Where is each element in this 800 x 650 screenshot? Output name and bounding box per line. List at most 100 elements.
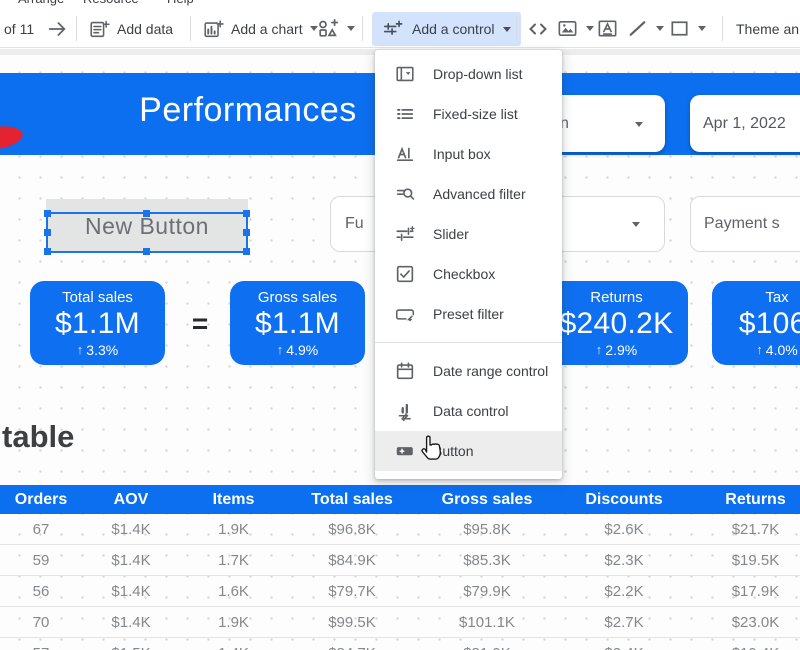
resize-handle[interactable] [143,210,150,217]
cell: $84.7K [287,645,417,650]
column-header: Gross sales [441,490,533,508]
menu-help[interactable]: Help [167,0,194,6]
menu-resource[interactable]: Resource [83,0,139,6]
cell: $21.7K [731,520,780,538]
page-indicator: of 11 [4,20,35,37]
menu-item-checkbox[interactable]: Checkbox [375,254,562,294]
scorecard-value: $1.1M [255,306,340,340]
menu-item-advanced-filter[interactable]: Advanced filter [375,174,562,214]
menu-divider [375,342,562,343]
chevron-down-icon [656,26,664,31]
scorecard-returns[interactable]: Returns $240.2K ↑ 2.9% [545,281,688,365]
menu-item-label: Drop-down list [433,66,523,82]
shape-tool-button[interactable] [668,10,706,47]
community-visualizations-button[interactable] [316,10,355,47]
up-arrow-icon: ↑ [595,342,603,357]
button-icon [394,440,416,462]
menu-item-input-box[interactable]: Input box [375,134,562,174]
text-box-button[interactable] [596,10,619,47]
scorecard-delta: 2.9% [605,341,638,358]
cell: $1.5K [82,645,180,650]
menu-arrange[interactable]: Arrange [18,0,64,6]
filter-dropdown-payment[interactable]: Payment s [690,196,800,252]
toolbar-divider [516,16,517,41]
section-title: table [2,419,75,454]
chevron-down-icon [635,121,643,127]
cell: $2.3K [604,551,644,569]
table-row: 70 $1.4K 1.9K $99.5K $101.1K $2.7K $23.0K [0,607,800,638]
menu-item-label: Checkbox [433,266,496,282]
cell: $79.7K [328,582,376,600]
menu-item-label: Date range control [433,363,549,379]
menu-item-fixed-size-list[interactable]: Fixed-size list [375,94,562,134]
date-range-control[interactable]: Apr 1, 2022 [690,95,800,152]
cell: $96.8K [328,520,376,538]
menu-item-slider[interactable]: Slider [375,214,562,254]
line-icon [626,17,649,40]
table-row: 57$1.5K1.4K$84.7K$81.9K$2.4K$19.4K [0,638,800,650]
cell: $1.4K [111,520,151,538]
resize-handle[interactable] [44,248,51,255]
next-page-button[interactable] [46,10,68,47]
cell: 1.4K [180,645,287,650]
cell: $1.4K [111,582,151,600]
chevron-down-icon [347,26,355,31]
menu-item-label: Button [433,443,474,459]
scorecard-delta: 4.9% [286,341,319,358]
cell: $2.6K [604,520,644,538]
cell: $79.9K [463,582,511,600]
detail-table[interactable]: Orders AOV Items Total sales Gross sales… [0,485,800,650]
filter-visible-text: Fu [345,215,364,232]
scorecard-title: Tax [765,288,789,306]
scorecard-title: Returns [590,288,643,306]
cell: 70 [32,613,50,631]
new-button-component[interactable]: New Button [46,199,248,253]
theme-layout-button[interactable]: Theme an [736,20,800,37]
cell: 59 [32,551,50,569]
equals-operator: = [191,308,209,339]
add-a-control-button[interactable]: Add a control [372,12,521,46]
cell: $99.5K [328,613,376,631]
resize-handle[interactable] [243,210,250,217]
resize-handle[interactable] [243,248,250,255]
report-title: Performances [139,91,357,129]
cell: $17.9K [731,582,780,600]
menu-item-data-control[interactable]: Data control [375,391,562,431]
scorecard-value: $106. [738,306,800,340]
cell: $2.7K [604,613,644,631]
scorecard-gross-sales[interactable]: Gross sales $1.1M ↑ 4.9% [230,281,365,365]
preset-filter-icon [394,303,416,325]
menu-item-drop-down-list[interactable]: Drop-down list [375,54,562,94]
cell: $95.8K [463,520,511,538]
scorecard-total-sales[interactable]: Total sales $1.1M ↑ 3.3% [30,281,165,365]
scorecard-tax[interactable]: Tax $106. ↑4.0% [712,281,800,365]
add-data-button[interactable]: Add data [88,10,173,47]
menu-item-button[interactable]: Button [375,431,562,471]
menu-item-preset-filter[interactable]: Preset filter [375,294,562,334]
resize-handle[interactable] [44,210,51,217]
cell: 67 [32,520,50,538]
toolbar-divider [722,16,723,41]
community-viz-icon [316,17,340,41]
add-control-label: Add a control [412,21,495,37]
resize-handle[interactable] [143,248,150,255]
line-tool-button[interactable] [626,10,664,47]
cell: 57 [0,645,82,650]
resize-handle[interactable] [243,228,250,236]
table-row: 59 $1.4K 1.7K $84.9K $85.3K $2.3K $19.5K [0,545,800,576]
menu-item-label: Input box [433,146,491,162]
scorecard-title: Gross sales [257,288,338,306]
scorecard-delta: 4.0% [765,341,798,358]
add-chart-button[interactable]: Add a chart [202,10,318,47]
table-row: 67 $1.4K 1.9K $96.8K $95.8K $2.6K $21.7K [0,514,800,545]
column-header: Items [212,490,255,508]
resize-handle[interactable] [44,228,51,236]
insert-image-button[interactable] [556,10,594,47]
advanced-filter-icon [394,183,416,205]
embed-button[interactable] [526,10,550,47]
menu-item-date-range-control[interactable]: Date range control [375,351,562,391]
up-arrow-icon: ↑ [76,342,84,357]
app-menubar: Arrange Resource Help [0,0,800,10]
chevron-down-icon [586,26,594,31]
